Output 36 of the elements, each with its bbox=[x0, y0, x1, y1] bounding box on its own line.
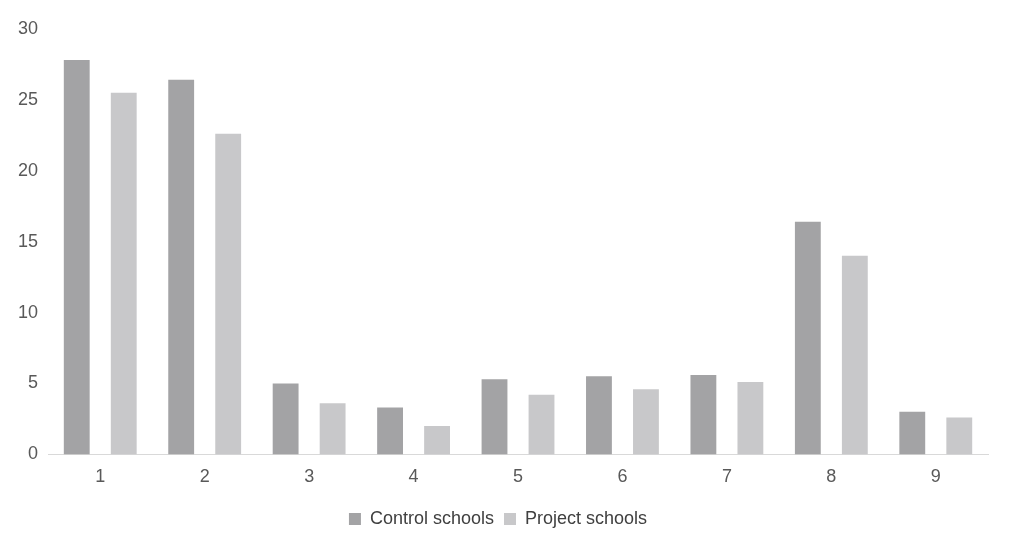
bar bbox=[841, 255, 868, 455]
bar bbox=[946, 417, 973, 455]
legend-label: Control schools bbox=[369, 507, 495, 528]
y-tick-label: 5 bbox=[28, 372, 39, 393]
x-tick-label: 3 bbox=[304, 466, 315, 487]
bar bbox=[528, 394, 555, 455]
y-tick-label: 0 bbox=[28, 443, 39, 464]
bar bbox=[690, 374, 717, 455]
bar bbox=[481, 379, 508, 455]
bar bbox=[215, 133, 242, 455]
x-tick-label: 1 bbox=[95, 466, 106, 487]
bar bbox=[899, 411, 926, 455]
y-tick-label: 25 bbox=[17, 88, 39, 109]
x-tick-label: 9 bbox=[930, 466, 941, 487]
bar bbox=[633, 389, 659, 455]
bar bbox=[168, 79, 195, 455]
bar bbox=[737, 382, 764, 455]
y-tick-label: 15 bbox=[17, 230, 39, 251]
bar bbox=[586, 376, 612, 455]
x-tick-label: 2 bbox=[199, 466, 210, 487]
y-tick-label: 10 bbox=[17, 301, 39, 322]
bar bbox=[794, 221, 821, 455]
bar bbox=[272, 383, 299, 455]
legend-label: Project schools bbox=[525, 507, 648, 528]
x-tick-label: 7 bbox=[721, 466, 732, 487]
bar bbox=[377, 407, 403, 455]
y-tick-label: 20 bbox=[17, 159, 39, 180]
x-tick-label: 5 bbox=[513, 466, 524, 487]
bar bbox=[424, 426, 450, 455]
bar bbox=[63, 60, 90, 455]
x-tick-label: 4 bbox=[408, 466, 419, 487]
x-tick-label: 6 bbox=[617, 466, 628, 487]
x-tick-label: 8 bbox=[826, 466, 837, 487]
y-tick-label: 30 bbox=[17, 17, 39, 38]
bar bbox=[319, 403, 346, 455]
bar bbox=[110, 92, 137, 455]
